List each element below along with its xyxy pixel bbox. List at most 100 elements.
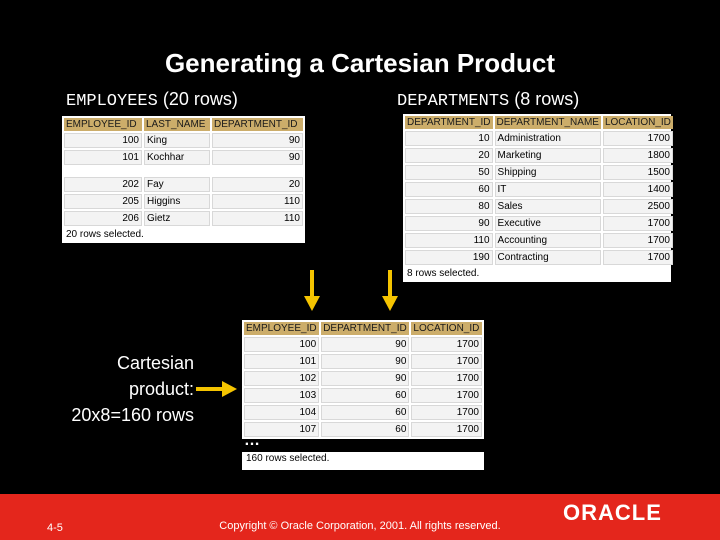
table-cell: 60 [321, 405, 410, 420]
table-cell: 80 [405, 199, 493, 214]
table-cell: 1700 [602, 216, 673, 231]
table-cell: 90 [321, 354, 410, 369]
table-row: 103 60 1700 [244, 388, 482, 403]
table-cell: 202 [64, 177, 142, 192]
table-row: 80 Sales 2500 [405, 199, 673, 214]
table-row: 60 IT 1400 [405, 182, 673, 197]
departments-row-count: 8 rows selected. [407, 268, 480, 279]
table-cell: 1700 [411, 422, 482, 437]
cartesian-note-line: product: [128, 379, 194, 399]
table-cell: 1800 [602, 148, 673, 163]
table-cell: Accounting [494, 233, 601, 248]
table-cell: 60 [321, 388, 410, 403]
table-cell: Higgins [144, 194, 210, 209]
table-cell: IT [494, 182, 601, 197]
cartesian-note: Cartesian product: 20x8=160 rows [40, 350, 194, 428]
column-header: EMPLOYEE_ID [244, 322, 320, 335]
column-header: LOCATION_ID [411, 322, 482, 335]
departments-label: DEPARTMENTS (8 rows) [397, 89, 579, 111]
cartesian-table: EMPLOYEE_ID DEPARTMENT_ID LOCATION_ID 10… [242, 320, 484, 439]
table-row: 206 Gietz 110 [64, 211, 303, 226]
table-row: 104 60 1700 [244, 405, 482, 420]
column-header: LOCATION_ID [602, 116, 673, 129]
employees-label-count: (20 rows) [162, 89, 238, 109]
table-row: 101 Kochhar 90 [64, 150, 303, 165]
table-cell: 2500 [602, 199, 673, 214]
table-row: 202 Fay 20 [64, 177, 303, 192]
table-cell: 1700 [411, 371, 482, 386]
down-arrow-icon [304, 270, 320, 311]
table-header-row: EMPLOYEE_ID DEPARTMENT_ID LOCATION_ID [244, 322, 482, 335]
departments-table: DEPARTMENT_ID DEPARTMENT_NAME LOCATION_I… [403, 114, 673, 282]
table-cell: Fay [144, 177, 210, 192]
table-cell: 1700 [411, 405, 482, 420]
footer-bar [0, 494, 720, 540]
cartesian-note-line: Cartesian [116, 353, 194, 373]
table-cell: Gietz [144, 211, 210, 226]
table-cell: 90 [212, 150, 303, 165]
employees-label: EMPLOYEES (20 rows) [66, 89, 238, 111]
table-row: 101 90 1700 [244, 354, 482, 369]
table-cell: 50 [405, 165, 493, 180]
oracle-logo: ORACLE [563, 500, 662, 525]
table-cell: 1700 [602, 131, 673, 146]
employees-label-name: EMPLOYEES [66, 92, 158, 111]
down-arrow-icon [382, 270, 398, 311]
table-cell: King [144, 133, 210, 148]
table-cell: 20 [212, 177, 303, 192]
column-header: DEPARTMENT_NAME [494, 116, 601, 129]
slide-number: 4-5 [47, 522, 63, 534]
table-cell: 100 [64, 133, 142, 148]
employees-table: EMPLOYEE_ID LAST_NAME DEPARTMENT_ID 100 … [62, 116, 305, 243]
table-cell: 102 [244, 371, 320, 386]
table-row: 20 Marketing 1800 [405, 148, 673, 163]
table-cell: 190 [405, 250, 493, 265]
column-header: DEPARTMENT_ID [405, 116, 493, 129]
table-cell: 110 [212, 211, 303, 226]
table-row: 50 Shipping 1500 [405, 165, 673, 180]
copyright-text: Copyright © Oracle Corporation, 2001. Al… [219, 520, 501, 532]
column-header: DEPARTMENT_ID [321, 322, 410, 335]
slide-title: Generating a Cartesian Product [164, 48, 556, 78]
column-header: DEPARTMENT_ID [212, 118, 303, 131]
table-row: 90 Executive 1700 [405, 216, 673, 231]
table-row: 10 Administration 1700 [405, 131, 673, 146]
table-row: 102 90 1700 [244, 371, 482, 386]
table-cell: 1700 [411, 388, 482, 403]
table-cell: 206 [64, 211, 142, 226]
table-row: 107 60 1700 [244, 422, 482, 437]
table-cell: 104 [244, 405, 320, 420]
cartesian-ellipsis: … [244, 432, 261, 449]
table-cell: 107 [244, 422, 320, 437]
cartesian-row-count: 160 rows selected. [242, 452, 484, 470]
table-row: 100 90 1700 [244, 337, 482, 352]
cartesian-note-line: 20x8=160 rows [71, 405, 194, 425]
table-cell: 1500 [602, 165, 673, 180]
table-cell: 110 [212, 194, 303, 209]
table-cell: 205 [64, 194, 142, 209]
table-cell: 1700 [411, 354, 482, 369]
employees-ellipsis: … [66, 160, 83, 177]
column-header: LAST_NAME [144, 118, 210, 131]
right-arrow-icon [196, 381, 237, 397]
table-cell: Kochhar [144, 150, 210, 165]
table-cell: 1700 [411, 337, 482, 352]
table-cell: Marketing [494, 148, 601, 163]
table-cell: 90 [405, 216, 493, 231]
table-cell: Contracting [494, 250, 601, 265]
column-header: EMPLOYEE_ID [64, 118, 142, 131]
table-cell: Administration [494, 131, 601, 146]
table-row: 205 Higgins 110 [64, 194, 303, 209]
table-cell: 1400 [602, 182, 673, 197]
table-cell: 10 [405, 131, 493, 146]
table-cell: 100 [244, 337, 320, 352]
table-cell: 60 [405, 182, 493, 197]
table-cell: Sales [494, 199, 601, 214]
departments-label-count: (8 rows) [514, 89, 580, 109]
table-cell: 20 [405, 148, 493, 163]
table-cell: 90 [321, 371, 410, 386]
employees-row-count: 20 rows selected. [66, 229, 144, 240]
table-cell: 90 [212, 133, 303, 148]
table-header-row: EMPLOYEE_ID LAST_NAME DEPARTMENT_ID [64, 118, 303, 131]
table-cell: 110 [405, 233, 493, 248]
